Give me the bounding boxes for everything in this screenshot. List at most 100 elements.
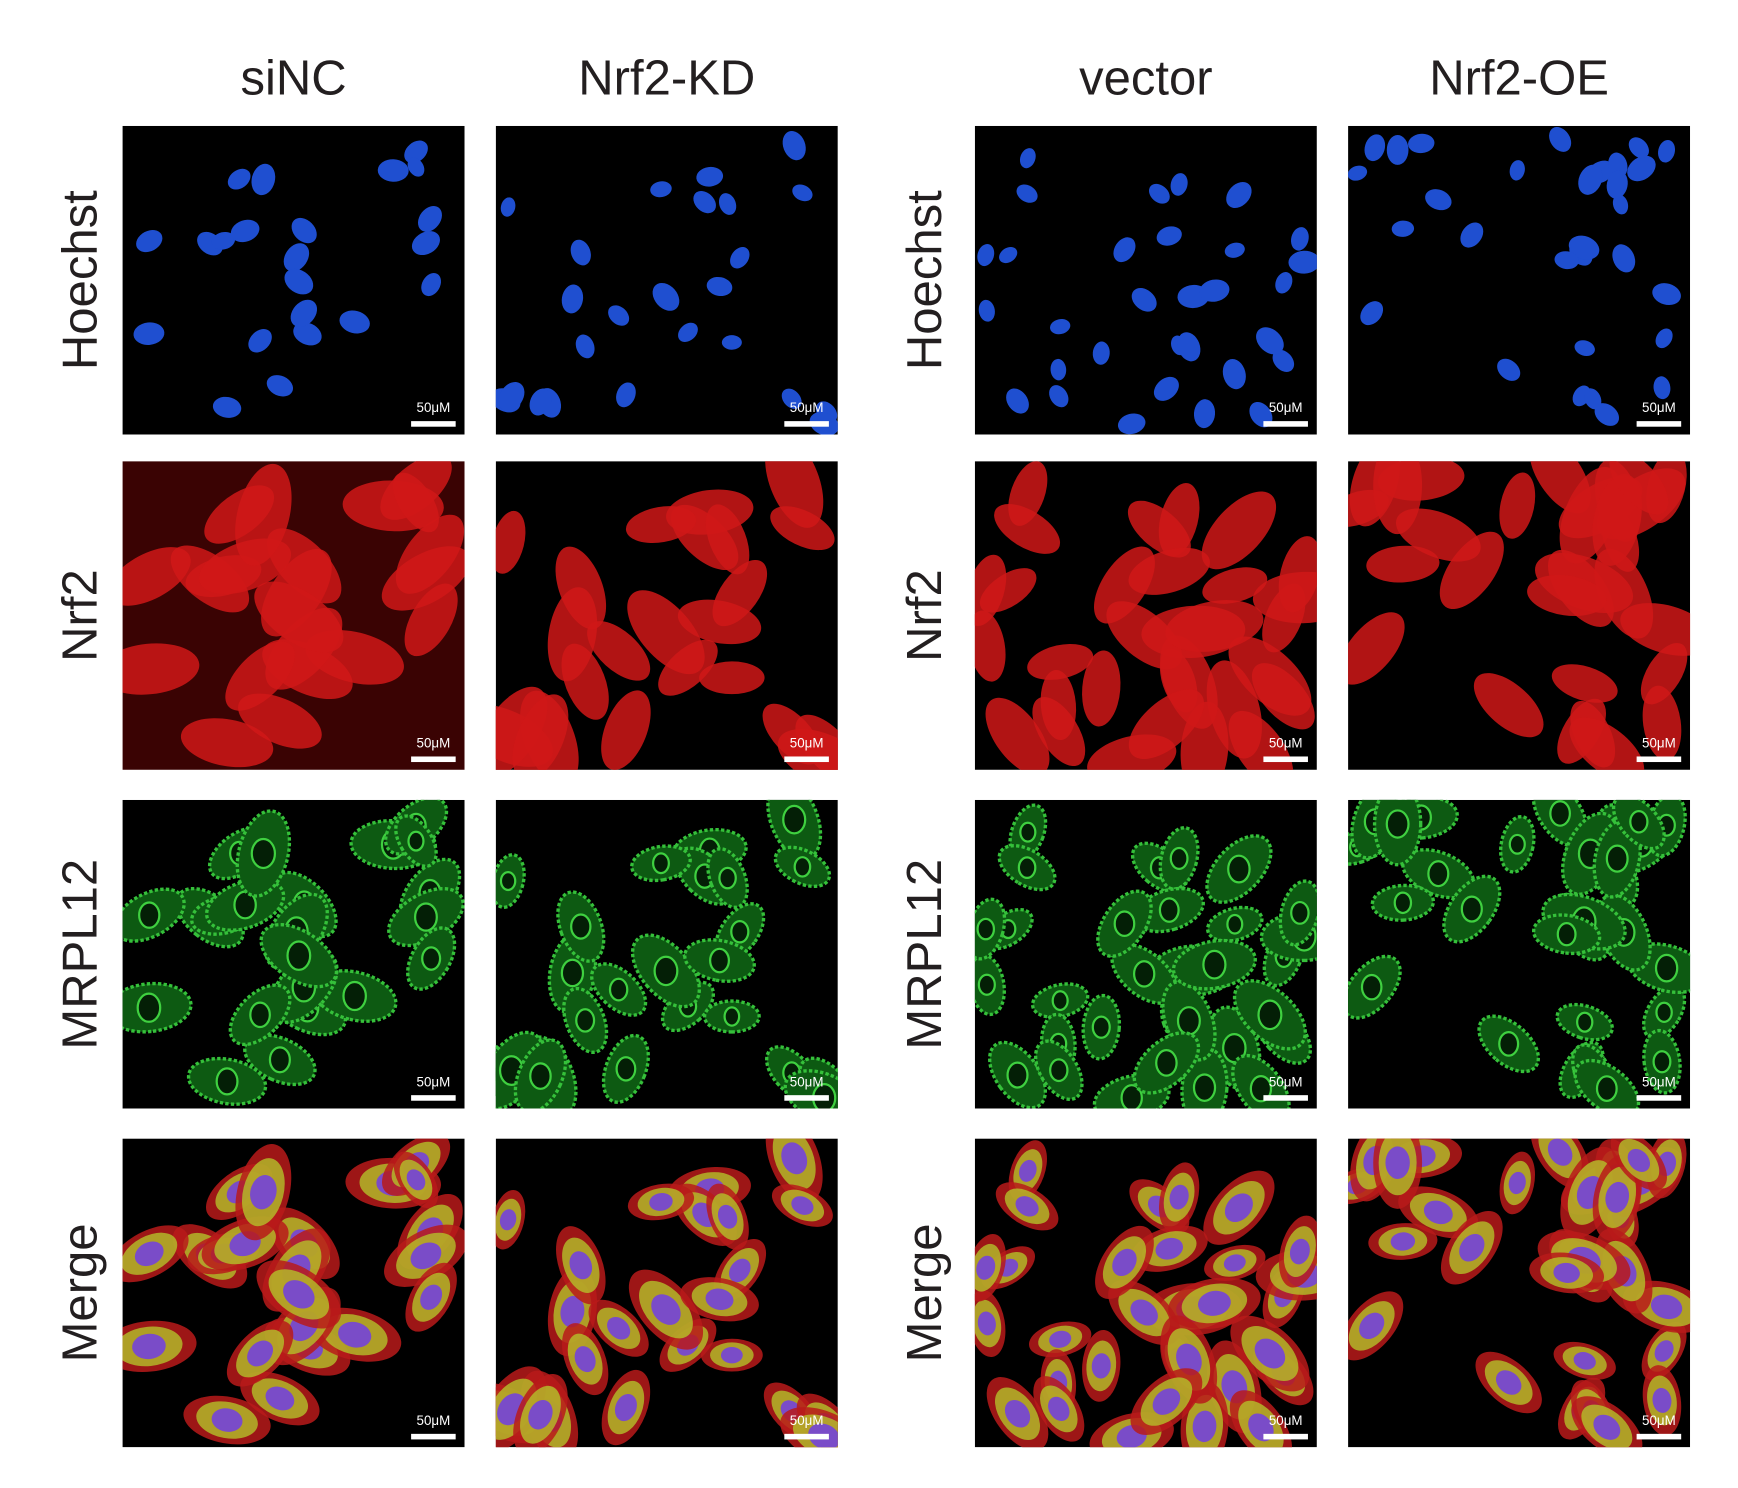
micrograph-panel [122, 799, 465, 1109]
nucleus [284, 268, 314, 295]
nucleus-ring [1460, 895, 1483, 923]
nucleus [1460, 222, 1484, 248]
nucleus-ring [233, 890, 257, 920]
nucleus [717, 1204, 738, 1229]
scale-bar-label: 50μM [417, 736, 451, 751]
nucleus [1224, 242, 1245, 258]
nucleus-ring [421, 946, 442, 971]
nucleus [266, 375, 294, 397]
nucleus [1249, 401, 1273, 428]
nucleus-ring [1051, 990, 1069, 1012]
nucleus [265, 1386, 295, 1411]
nucleus [977, 244, 995, 267]
nucleus-ring [718, 866, 737, 890]
nucleus [782, 130, 806, 161]
nucleus-ring [1498, 1030, 1520, 1057]
nucleus-ring [1393, 891, 1413, 915]
nucleus [616, 382, 636, 408]
scale-bar [1636, 1433, 1682, 1440]
row-label: Nrf2 [54, 569, 108, 662]
column-header: Nrf2-KD [578, 52, 755, 106]
nucleus [1117, 413, 1146, 435]
nucleus [1584, 388, 1602, 410]
nucleus-ring [1427, 860, 1450, 888]
nucleus-ring [1120, 1084, 1143, 1109]
micrograph-panel [495, 125, 838, 435]
nucleus [1652, 1387, 1672, 1413]
nucleus [693, 190, 716, 214]
nucleus [136, 230, 163, 253]
nucleus [1578, 164, 1603, 195]
nucleus [1508, 1171, 1526, 1195]
nucleus-ring [1006, 1061, 1029, 1089]
nucleus [1653, 376, 1671, 400]
cell [1082, 650, 1121, 727]
cell [994, 504, 1061, 554]
panel-background [495, 125, 838, 435]
cell [1348, 612, 1405, 685]
nucleus-ring [1257, 999, 1283, 1031]
nucleus [500, 197, 516, 217]
nucleus-ring [342, 980, 367, 1012]
cell [381, 546, 465, 611]
nucleus-ring [286, 940, 312, 971]
nucleus [1568, 235, 1600, 260]
nucleus [1156, 226, 1182, 246]
nucleus [411, 231, 440, 256]
nucleus [283, 243, 310, 272]
nucleus-ring [976, 917, 996, 941]
cell [1373, 461, 1423, 535]
nucleus [133, 322, 165, 345]
nucleus [729, 1258, 751, 1283]
nucleus [134, 1241, 164, 1267]
nucleus [421, 272, 442, 297]
cell [1128, 689, 1205, 760]
nucleus-ring [1158, 897, 1180, 923]
nucleus [1153, 376, 1179, 401]
nucleus [338, 1321, 372, 1348]
cell [1499, 472, 1536, 539]
nucleus [1019, 1159, 1037, 1182]
nucleus [1594, 403, 1620, 426]
nucleus-ring [730, 920, 750, 944]
nucleus [406, 1169, 426, 1191]
scale-bar [784, 756, 829, 763]
nucleus-ring [1155, 1049, 1178, 1077]
nucleus-ring [1629, 809, 1649, 834]
nucleus-ring [1652, 1050, 1672, 1074]
scale-bar [1263, 421, 1308, 427]
cell [392, 472, 439, 533]
micrograph-panel [974, 799, 1317, 1109]
scale-bar [1636, 756, 1682, 763]
cell [1093, 546, 1155, 624]
nucleus [1254, 1338, 1286, 1369]
scale-bar-label: 50μM [790, 400, 824, 415]
cell [974, 610, 1006, 682]
nucleus [978, 299, 995, 322]
cell [122, 547, 191, 606]
nucleus [569, 1251, 593, 1280]
micrograph-panel [495, 799, 838, 1109]
nucleus-ring [560, 958, 585, 988]
nucleus [1593, 1414, 1621, 1440]
nucleus [614, 1394, 637, 1422]
nucleus-ring [1508, 833, 1526, 855]
nucleus-ring [793, 856, 812, 878]
nucleus [1348, 165, 1368, 181]
nucleus-ring [1019, 821, 1037, 843]
nucleus [417, 205, 442, 232]
nucleus [1226, 182, 1252, 209]
cell [1158, 483, 1200, 557]
nucleus-ring [608, 977, 629, 1002]
nucleus-ring [138, 901, 161, 929]
cell [1439, 531, 1504, 610]
nucleus-ring [1549, 800, 1571, 827]
nucleus [1006, 388, 1029, 414]
nucleus [227, 168, 251, 190]
nucleus-ring [268, 1046, 291, 1074]
nucleus-ring [575, 1008, 596, 1033]
nucleus [1360, 301, 1384, 326]
nucleus [1016, 184, 1038, 203]
nucleus [574, 1346, 596, 1373]
